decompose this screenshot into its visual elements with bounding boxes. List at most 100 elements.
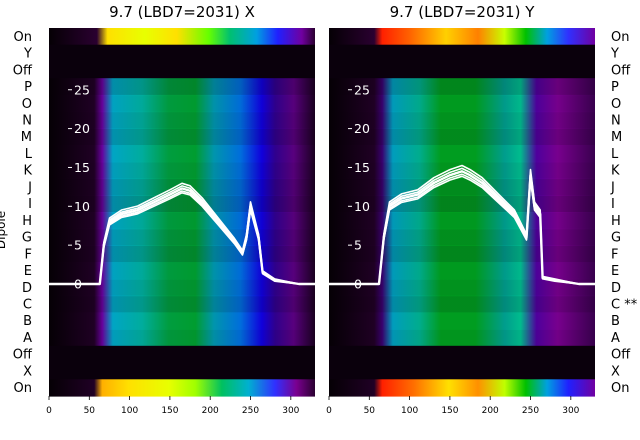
x-tick-label: 100 [121,406,138,416]
row-label: On [14,381,32,396]
trace-tick-label: 15 [354,160,370,175]
row-label: I [28,197,32,212]
trace-tick-label: 25 [354,82,370,97]
heatmap-row-band [329,295,595,313]
row-label: A [23,331,32,346]
heatmap-row-band [329,212,595,230]
row-label: On [611,381,629,396]
row-label: J [27,180,32,195]
heatmap-row-band [329,362,595,380]
x-tick-labels-x: 0 50 100 150 200 250 300 [46,396,300,416]
heatmap-row-band [49,362,315,380]
heatmap-row-band [329,44,595,62]
row-label: I [611,197,615,212]
row-label: Off [611,63,631,78]
row-label: M [611,130,622,145]
row-label: Off [13,63,33,78]
x-tick-label: 0 [46,406,52,416]
row-label: O [22,97,32,112]
row-label: P [24,80,32,95]
trace-line [49,192,315,285]
heatmap-row-band [49,345,315,364]
x-tick-label: 300 [282,406,299,416]
heatmap-row-band [49,212,315,230]
heatmap-row-band [49,161,315,180]
heatmap-row-band [49,44,315,62]
trace-tick-label: 10 [74,199,90,214]
row-label: B [611,314,620,329]
heatmap-cells-y [329,28,595,397]
x-tick-label: 250 [522,406,539,416]
row-label: P [611,80,619,95]
trace-tick-label: 10 [354,199,370,214]
heatmap-row-band [329,145,595,163]
y-axis-label: Dipole [0,211,8,249]
row-label: F [611,247,618,262]
row-label: X [611,364,620,379]
x-tick-label: 50 [84,406,96,416]
trace-tick-label: 5 [354,238,362,253]
heatmap-row-band [49,111,315,129]
row-label: J [610,180,615,195]
heatmap-row-band [329,178,595,196]
heatmap-row-band [329,128,595,146]
heatmap-row-band [49,78,315,96]
row-label: K [23,164,32,179]
chart-title-x: 9.7 (LBD7=2031) X [109,3,255,21]
heatmap-row-band [49,178,315,196]
trace-tick-label: 15 [74,160,90,175]
row-label: G [22,231,32,246]
heatmap-row-band [329,312,595,330]
heatmap-row-band [49,145,315,163]
row-label: A [611,331,620,346]
row-label: L [25,147,33,162]
heatmap-row-band [329,278,595,297]
trace-tick-label: 25 [74,82,90,97]
trace-tick-label: 5 [74,238,82,253]
x-tick-label: 0 [326,406,332,416]
heatmap-row-band [49,295,315,313]
row-label: C ** [611,298,638,313]
x-tick-label: 100 [401,406,418,416]
trace-tick-label: 20 [74,121,90,136]
heatmap-row-band [329,111,595,129]
x-tick-label: 150 [441,406,458,416]
row-label: Y [610,47,619,62]
heatmap-row-band [329,245,595,263]
heatmap-panel-x: 9.7 (LBD7=2031) X Dipole OnYOffPONMLKJIH… [0,3,315,416]
x-tick-label: 200 [202,406,219,416]
x-tick-label: 150 [161,406,178,416]
heatmap-row-band [329,262,595,280]
heatmap-row-band [49,262,315,280]
heatmap-row-band [329,94,595,113]
row-label: C [23,298,32,313]
x-tick-label: 50 [364,406,376,416]
row-label: N [22,114,32,129]
row-label: O [611,97,621,112]
heatmap-row-band [49,312,315,330]
heatmap-row-band [329,228,595,246]
heatmap-row-band [329,379,595,397]
x-tick-label: 250 [242,406,259,416]
row-label: D [611,281,621,296]
heatmap-row-band [49,379,315,397]
heatmap-row-band [49,128,315,146]
heatmap-row-band [329,329,595,347]
heatmap-row-band [49,329,315,347]
heatmap-row-band [329,78,595,96]
heatmap-row-band [49,94,315,113]
heatmap-row-band [49,228,315,246]
row-label: H [22,214,32,229]
row-label: Off [13,348,33,363]
heatmap-row-band [49,195,315,213]
x-tick-label: 300 [562,406,579,416]
row-label: L [611,147,619,162]
trace-lines-x [49,182,315,286]
x-tick-labels-y: 0 50 100 150 200 250 300 [326,396,580,416]
row-label: K [611,164,620,179]
heatmap-row-band [49,245,315,263]
heatmap-row-band [329,28,595,46]
